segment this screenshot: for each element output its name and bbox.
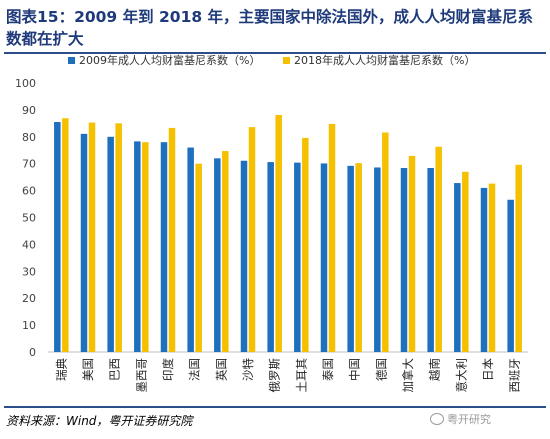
bar-2018: [382, 132, 389, 352]
bar-2018: [142, 142, 149, 352]
bar-2009: [134, 141, 141, 352]
x-axis: 瑞典 美国 巴西 墨西哥 印度 法国 英国 沙特 俄罗斯 土耳其 泰国 中国 德国 加拿大 越南 意大利 日本西…: [48, 351, 528, 393]
bar-2009: [454, 183, 461, 352]
bar-2018: [248, 127, 256, 352]
legend: 2009年成人人均财富基尼系数（%） 2018年成人人均财富基尼系数（%）: [68, 53, 475, 67]
x-category-label: 瑞典: [54, 358, 68, 381]
legend-swatch: [283, 57, 290, 64]
y-tick-label: 90: [22, 104, 36, 117]
bar-2009: [480, 187, 488, 352]
x-category-label: 土耳其: [294, 358, 308, 393]
x-category-label: 美国: [81, 358, 95, 381]
y-tick-label: 50: [22, 212, 36, 225]
bar-2009: [187, 147, 194, 352]
x-category-label: 中国: [348, 358, 362, 381]
bar-2018: [488, 183, 496, 352]
chart-title: 图表15：2009 年到 2018 年，主要国家中除法国外，成人人均财富基尼系数…: [6, 8, 534, 48]
y-tick-label: 0: [29, 346, 36, 359]
bar-2018: [275, 115, 282, 352]
y-tick-label: 10: [22, 319, 36, 332]
footer-divider: [4, 406, 546, 408]
x-category-label: 意大利: [454, 358, 468, 393]
bar-2009: [347, 165, 354, 352]
title-divider: [4, 52, 546, 54]
wechat-icon: [430, 413, 444, 425]
bar-2018: [328, 123, 336, 352]
bar-2009: [267, 162, 274, 352]
x-category-label: 沙特: [241, 358, 255, 381]
x-category-label: 巴西: [108, 358, 122, 381]
bar-2009: [294, 162, 301, 352]
x-category-label: 日本: [481, 358, 495, 381]
legend-label: 2018年成人人均财富基尼系数（%）: [294, 53, 475, 67]
bar-2009: [240, 160, 248, 352]
bar-2018: [115, 123, 122, 352]
bar-2018: [462, 171, 469, 352]
x-category-label: 泰国: [321, 358, 335, 381]
x-category-label: 越南: [428, 358, 442, 381]
bars: [54, 115, 522, 352]
y-axis: 0 10 20 30 40 50 60 70 80 90 100: [15, 77, 36, 359]
bar-2009: [160, 142, 168, 352]
bar-2009: [107, 136, 114, 352]
x-category-label: 墨西哥: [134, 358, 148, 393]
bar-2018: [168, 127, 176, 352]
watermark: 粤开研究: [430, 411, 491, 427]
y-tick-label: 20: [22, 292, 36, 305]
x-category-label: 俄罗斯: [268, 358, 282, 393]
bar-2018: [408, 155, 416, 352]
bar-2009: [374, 167, 381, 352]
legend-label: 2009年成人人均财富基尼系数（%）: [79, 53, 260, 67]
bar-2009: [427, 168, 434, 352]
bar-2018: [302, 137, 309, 352]
bar-2018: [355, 163, 362, 352]
y-tick-label: 30: [22, 265, 36, 278]
bar-2018: [62, 118, 69, 352]
bar-2009: [320, 163, 328, 352]
bar-2009: [507, 199, 514, 352]
bar-2018: [515, 164, 522, 352]
x-category-label: 加拿大: [401, 358, 415, 393]
bar-2009: [80, 133, 88, 352]
y-tick-label: 80: [22, 131, 36, 144]
watermark-text: 粤开研究: [447, 413, 491, 426]
bar-2018: [222, 151, 229, 352]
bar-2009: [54, 122, 61, 352]
x-category-label: 德国: [374, 358, 388, 381]
legend-swatch: [68, 57, 75, 64]
y-tick-label: 100: [15, 77, 36, 90]
y-tick-label: 40: [22, 238, 36, 251]
x-category-label: 英国: [214, 358, 228, 381]
x-category-label: 印度: [161, 358, 175, 381]
x-category-label: 法国: [188, 358, 202, 381]
source-note: 资料来源：Wind，粤开证券研究院: [6, 414, 193, 428]
y-tick-label: 60: [22, 185, 36, 198]
bar-2018: [435, 146, 442, 352]
bar-2018: [195, 163, 202, 352]
x-category-label: 西班牙: [508, 358, 522, 393]
bar-2009: [400, 168, 408, 352]
bar-2018: [88, 122, 96, 352]
y-tick-label: 70: [22, 158, 36, 171]
bar-2009: [214, 158, 221, 352]
